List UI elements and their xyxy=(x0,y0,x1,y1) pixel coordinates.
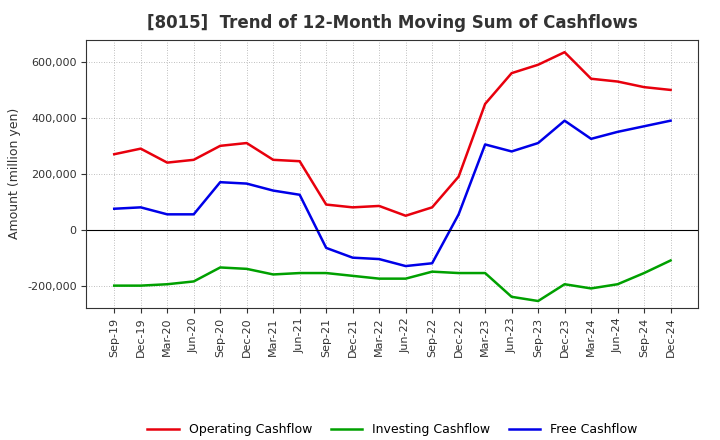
Operating Cashflow xyxy=(348,205,357,210)
Investing Cashflow xyxy=(136,283,145,288)
Free Cashflow xyxy=(481,142,490,147)
Free Cashflow xyxy=(508,149,516,154)
Investing Cashflow xyxy=(163,282,171,287)
Line: Investing Cashflow: Investing Cashflow xyxy=(114,260,670,301)
Free Cashflow xyxy=(110,206,119,211)
Investing Cashflow xyxy=(534,298,542,304)
Free Cashflow xyxy=(428,260,436,266)
Operating Cashflow xyxy=(587,76,595,81)
Investing Cashflow xyxy=(587,286,595,291)
Operating Cashflow xyxy=(640,84,649,90)
Operating Cashflow xyxy=(481,101,490,106)
Operating Cashflow xyxy=(243,140,251,146)
Investing Cashflow xyxy=(216,265,225,270)
Legend: Operating Cashflow, Investing Cashflow, Free Cashflow: Operating Cashflow, Investing Cashflow, … xyxy=(143,418,642,440)
Free Cashflow xyxy=(322,245,330,250)
Title: [8015]  Trend of 12-Month Moving Sum of Cashflows: [8015] Trend of 12-Month Moving Sum of C… xyxy=(147,15,638,33)
Investing Cashflow xyxy=(348,273,357,279)
Investing Cashflow xyxy=(640,271,649,276)
Investing Cashflow xyxy=(110,283,119,288)
Operating Cashflow xyxy=(560,50,569,55)
Free Cashflow xyxy=(189,212,198,217)
Investing Cashflow xyxy=(508,294,516,300)
Operating Cashflow xyxy=(189,157,198,162)
Line: Operating Cashflow: Operating Cashflow xyxy=(114,52,670,216)
Free Cashflow xyxy=(666,118,675,123)
Free Cashflow xyxy=(216,180,225,185)
Operating Cashflow xyxy=(110,152,119,157)
Free Cashflow xyxy=(560,118,569,123)
Operating Cashflow xyxy=(428,205,436,210)
Operating Cashflow xyxy=(269,157,277,162)
Operating Cashflow xyxy=(322,202,330,207)
Investing Cashflow xyxy=(375,276,384,281)
Free Cashflow xyxy=(243,181,251,186)
Operating Cashflow xyxy=(534,62,542,67)
Operating Cashflow xyxy=(295,158,304,164)
Free Cashflow xyxy=(375,257,384,262)
Free Cashflow xyxy=(401,264,410,269)
Free Cashflow xyxy=(163,212,171,217)
Investing Cashflow xyxy=(269,272,277,277)
Operating Cashflow xyxy=(375,203,384,209)
Investing Cashflow xyxy=(481,271,490,276)
Operating Cashflow xyxy=(401,213,410,218)
Free Cashflow xyxy=(269,188,277,193)
Operating Cashflow xyxy=(508,70,516,76)
Investing Cashflow xyxy=(428,269,436,274)
Free Cashflow xyxy=(136,205,145,210)
Free Cashflow xyxy=(640,124,649,129)
Free Cashflow xyxy=(613,129,622,135)
Investing Cashflow xyxy=(243,266,251,271)
Free Cashflow xyxy=(454,212,463,217)
Investing Cashflow xyxy=(295,271,304,276)
Operating Cashflow xyxy=(454,174,463,179)
Investing Cashflow xyxy=(613,282,622,287)
Operating Cashflow xyxy=(666,87,675,92)
Free Cashflow xyxy=(295,192,304,198)
Investing Cashflow xyxy=(560,282,569,287)
Operating Cashflow xyxy=(216,143,225,148)
Investing Cashflow xyxy=(454,271,463,276)
Investing Cashflow xyxy=(189,279,198,284)
Operating Cashflow xyxy=(613,79,622,84)
Line: Free Cashflow: Free Cashflow xyxy=(114,121,670,266)
Operating Cashflow xyxy=(136,146,145,151)
Free Cashflow xyxy=(587,136,595,142)
Investing Cashflow xyxy=(666,258,675,263)
Free Cashflow xyxy=(534,140,542,146)
Operating Cashflow xyxy=(163,160,171,165)
Investing Cashflow xyxy=(322,271,330,276)
Free Cashflow xyxy=(348,255,357,260)
Investing Cashflow xyxy=(401,276,410,281)
Y-axis label: Amount (million yen): Amount (million yen) xyxy=(9,108,22,239)
